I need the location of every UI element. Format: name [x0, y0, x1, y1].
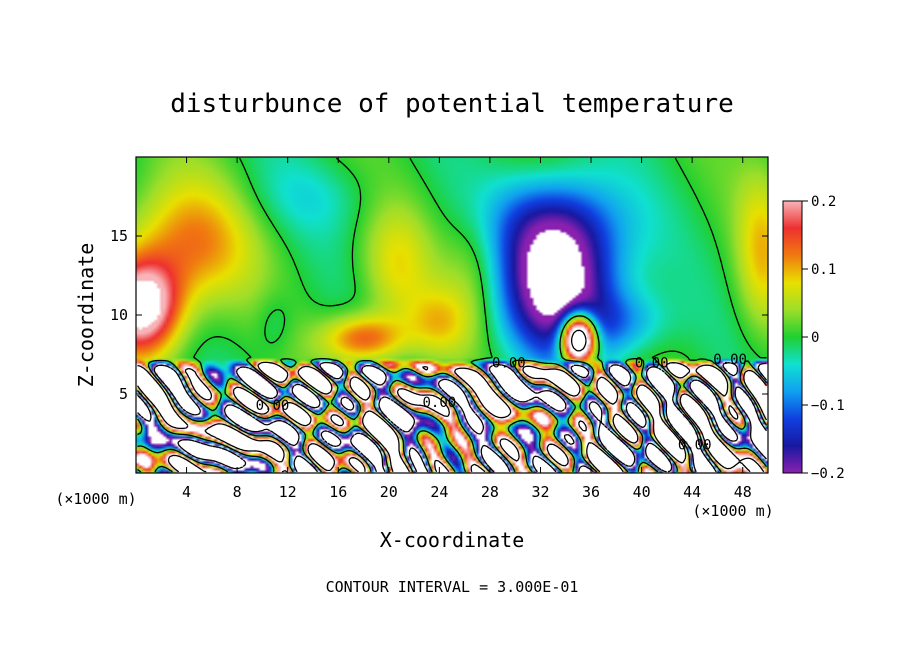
- colorbar-tick-label: 0.2: [811, 194, 836, 210]
- x-tick-label: 24: [430, 483, 448, 501]
- colorbar: [782, 200, 803, 474]
- x-tick-label: 20: [380, 483, 398, 501]
- chart-title: disturbunce of potential temperature: [170, 89, 734, 119]
- contour-label: 0.00: [678, 438, 712, 454]
- colorbar-tick-label: −0.2: [811, 466, 845, 482]
- x-axis-label: X-coordinate: [380, 528, 525, 552]
- x-tick-label: 44: [683, 483, 701, 501]
- contour-label: 0.00: [635, 355, 669, 371]
- x-tick-label: 16: [329, 483, 347, 501]
- x-tick-label: 8: [233, 483, 242, 501]
- x-tick-label: 40: [633, 483, 651, 501]
- x-tick-label: 36: [582, 483, 600, 501]
- y-tick-label: 5: [119, 385, 128, 403]
- y-tick-label: 15: [110, 227, 128, 245]
- colorbar-tick-label: 0: [811, 330, 819, 346]
- contour-negative: [137, 361, 768, 473]
- contour-zero: [136, 157, 768, 473]
- x-tick-label: 28: [481, 483, 499, 501]
- contour-lines: [136, 157, 768, 473]
- contour-label: 0.00: [423, 395, 457, 411]
- x-axis-ticks: 4 8 12 16 20 24 28 32 36 40 44 48: [182, 157, 752, 501]
- y-axis-ticks: 5 10 15: [110, 227, 768, 403]
- contour-label: 0.00: [256, 398, 290, 414]
- x-tick-label: 48: [734, 483, 752, 501]
- contour-positive: [136, 329, 768, 473]
- x-unit-left: (×1000 m): [55, 490, 136, 508]
- y-tick-label: 10: [110, 306, 128, 324]
- contour-labels: 0.00 0.00 0.00 0.00 0.00 0.00: [256, 352, 747, 453]
- x-tick-label: 4: [182, 483, 191, 501]
- y-axis-label: Z-coordinate: [74, 243, 98, 388]
- x-tick-label: 12: [279, 483, 297, 501]
- x-unit-right: (×1000 m): [692, 502, 773, 520]
- contour-interval-note: CONTOUR INTERVAL = 3.000E-01: [326, 578, 579, 596]
- heatmap-field: [136, 157, 768, 473]
- colorbar-ticks: 0.2 0.1 0 −0.1 −0.2: [802, 194, 845, 482]
- x-tick-label: 32: [531, 483, 549, 501]
- colorbar-tick-label: 0.1: [811, 262, 836, 278]
- contour-label: 0.00: [492, 355, 526, 371]
- contour-label: 0.00: [713, 352, 747, 368]
- colorbar-tick-label: −0.1: [811, 398, 845, 414]
